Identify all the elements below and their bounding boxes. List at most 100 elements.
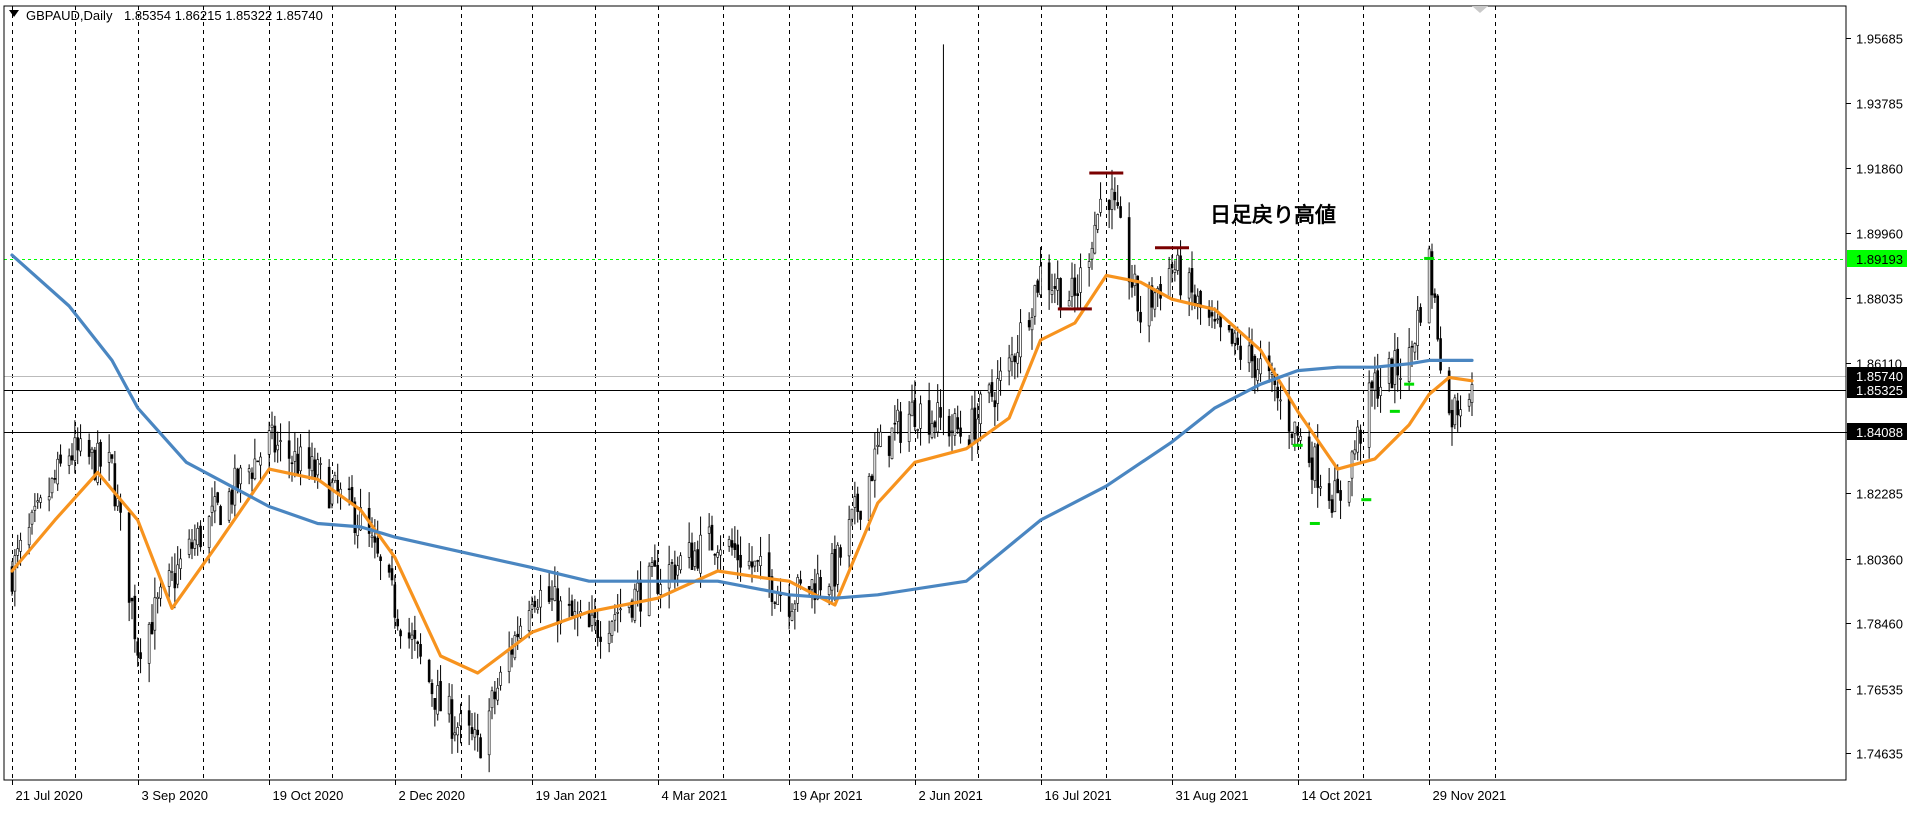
candle-body [827,586,831,596]
candle-body [387,564,391,573]
candle-body [1047,262,1051,291]
candle-body [1073,277,1077,296]
candle-body [336,479,340,492]
candle-body [1036,280,1040,293]
swing-high-marker [1089,171,1124,175]
candle-body [547,586,551,602]
x-tick-label: 2 Jun 2021 [919,788,983,803]
candle-body [1393,350,1397,385]
candle-body [707,526,711,534]
candle-body [167,570,171,587]
chart-shift-marker-icon[interactable] [1472,6,1488,13]
candle-body [527,610,531,632]
candle-body [1433,293,1437,298]
candle-body [473,729,477,738]
candle-body [1256,369,1260,381]
candle-body [213,496,217,512]
x-tick-label: 4 Mar 2021 [662,788,728,803]
candle-body [979,393,982,425]
candle-body [659,584,662,595]
candle-body [333,475,337,482]
candle-body [136,641,140,656]
candle-body [350,487,354,504]
candle-body [13,555,17,592]
candle-body [287,440,291,459]
candle-body [1327,483,1331,501]
candle-body [910,401,914,417]
candle-body [916,429,920,431]
price-label-box [1847,381,1907,398]
candle-body [670,562,674,564]
x-tick-label: 14 Oct 2021 [1302,788,1373,803]
candle-body [1176,254,1180,271]
grid [12,6,1496,780]
candle-body [1110,188,1114,210]
candle-body [1213,318,1217,322]
candle-body [93,449,97,480]
candle-body [1413,343,1417,353]
x-tick-label: 31 Aug 2021 [1176,788,1249,803]
candle-body [790,611,794,621]
ohlc-readout: 1.85354 1.86215 1.85322 1.85740 [124,8,323,23]
candle-body [747,560,751,567]
candle-body [47,496,51,501]
candle-body [1187,272,1191,299]
candle-body [1170,263,1174,269]
candle-body [607,632,611,644]
candle-body [1427,248,1431,324]
candle-body [853,496,857,508]
candle-body [1173,269,1177,273]
candle-body [1096,214,1100,230]
candle-body [347,488,351,491]
candle-body [393,584,397,618]
candle-body [1199,290,1202,309]
candle-body [173,573,177,589]
candle-body [10,566,14,592]
candle-body [270,424,274,428]
candle-body [970,408,974,445]
candle-body [933,421,937,428]
candle-body [1067,300,1071,307]
candle-body [753,560,757,567]
candle-body [1007,357,1011,372]
symbol-dropdown-icon[interactable] [9,10,19,17]
candle-body [530,604,534,610]
candle-body [147,623,151,664]
plot-frame [3,5,1847,781]
candle-body [1430,251,1434,296]
candle-body [1179,255,1182,296]
candle-body [567,603,571,606]
swing-high-marker [1155,246,1189,250]
candle-body [799,579,802,584]
candle-body [676,565,680,576]
candle-body [673,564,677,581]
candle-body [1470,384,1474,403]
candle-body [370,535,374,538]
candle-body [1087,261,1091,268]
candle-body [1119,206,1122,218]
candle-body [1439,338,1442,371]
candle-body [90,448,94,453]
candle-body [453,732,457,736]
candle-body [307,447,311,469]
candle-body [170,571,174,573]
candle-body [1367,382,1371,448]
candle-body [316,459,320,476]
candle-body [613,614,617,621]
candle-body [1247,345,1251,364]
candle-body [770,576,774,602]
candle-body [1453,397,1457,426]
candle-body [33,505,37,511]
candle-body [1467,399,1471,407]
candle-body [499,671,502,686]
x-tick-label: 19 Oct 2020 [273,788,344,803]
candle-body [1310,457,1314,480]
candle-body [227,491,231,521]
candle-body [476,729,480,736]
candle-body [479,737,482,759]
x-tick-label: 29 Nov 2021 [1433,788,1507,803]
candle-body [359,507,362,531]
candle-body [156,596,160,599]
candle-body [650,562,654,567]
